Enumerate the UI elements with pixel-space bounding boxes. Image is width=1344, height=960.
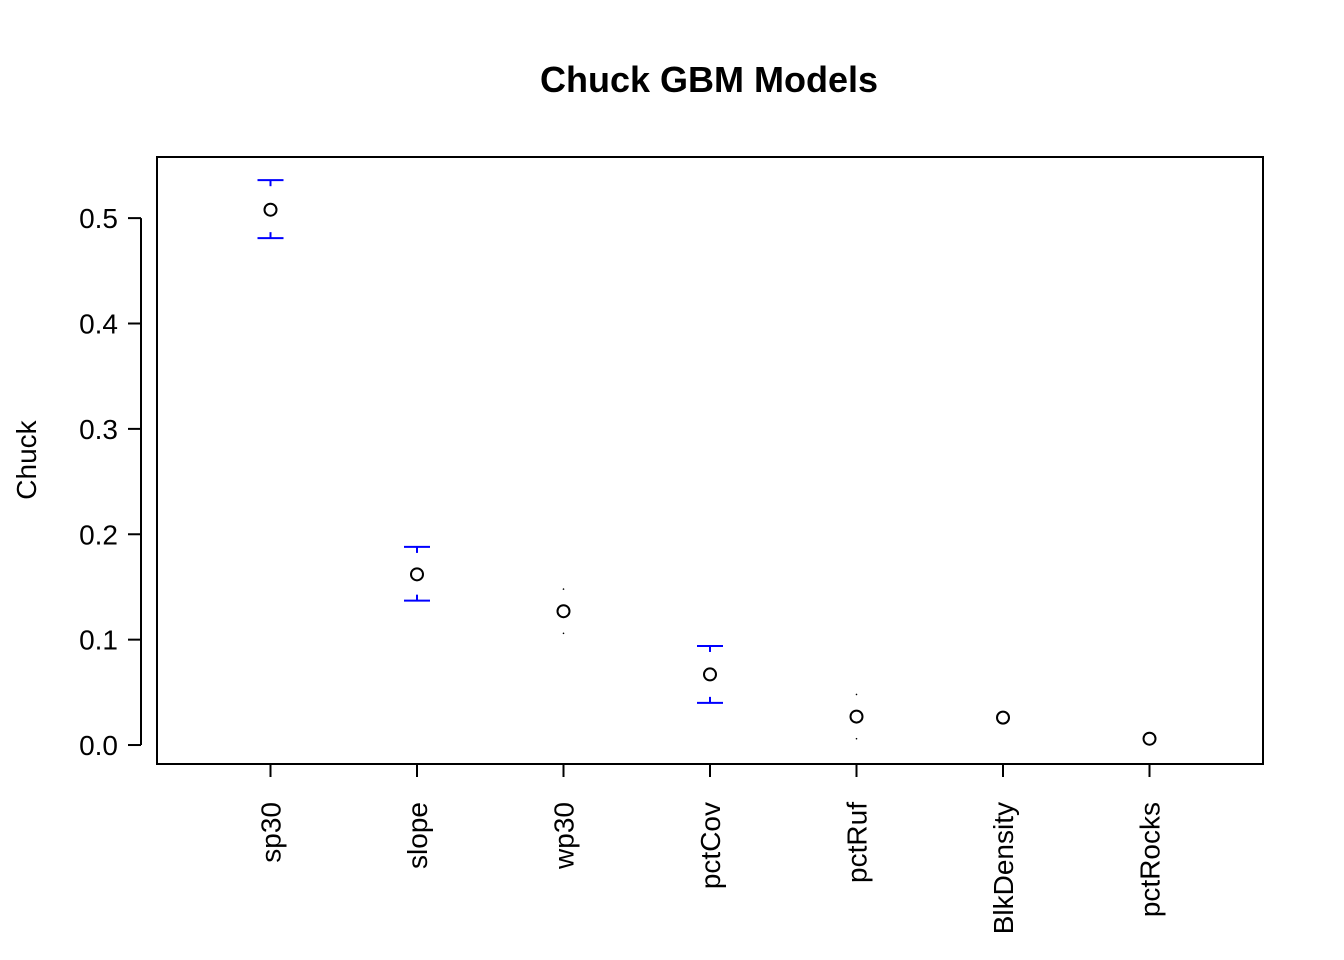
error-dot-upper [562,588,565,590]
data-point [703,667,717,682]
y-axis: 0.0 0.1 0.2 0.3 0.4 0.5 [79,203,142,761]
error-dot-lower [562,632,565,635]
x-tick-label: wp30 [549,802,580,870]
error-bars [257,179,858,740]
x-tick-label: slope [402,802,433,869]
data-point [1142,731,1157,746]
chart-title: Chuck GBM Models [540,59,878,100]
x-tick-label: pctRuf [842,802,873,883]
error-dot-upper [855,693,858,696]
x-tick-label: sp30 [256,802,287,863]
y-tick-label: 0.4 [79,309,118,340]
data-point [556,604,571,619]
y-tick-label: 0.2 [79,519,118,550]
data-point [263,202,278,217]
error-dot-lower [855,737,858,740]
x-tick-label: pctCov [695,802,726,889]
data-point [849,709,864,724]
plot-frame [156,156,1264,765]
y-tick-label: 0.0 [79,730,118,761]
x-axis: sp30 slope wp30 pctCov pctRuf BlkDensity pctRo… [256,764,1166,934]
y-tick-label: 0.1 [79,625,118,656]
y-axis-label: Chuck [11,419,42,499]
data-points [263,202,1157,746]
y-tick-label: 0.5 [79,203,118,234]
x-tick-label: BlkDensity [988,802,1019,934]
data-point [410,567,424,582]
x-tick-label: pctRocks [1135,802,1166,917]
y-tick-label: 0.3 [79,414,118,445]
data-point [996,710,1010,725]
